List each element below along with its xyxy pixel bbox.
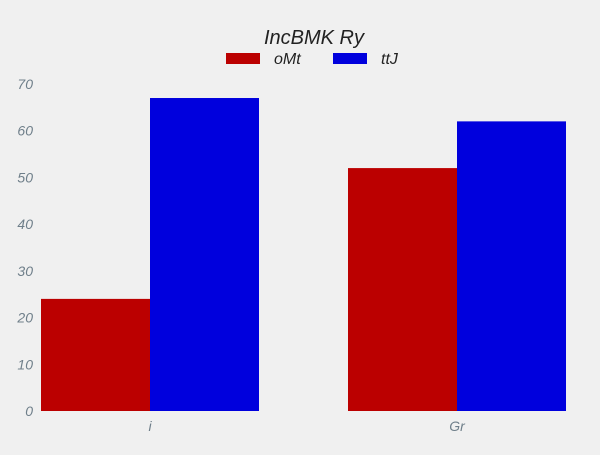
legend-swatch-omt: [226, 53, 260, 64]
y-tick-label: 20: [16, 310, 33, 326]
y-tick-label: 70: [17, 76, 33, 92]
x-tick-label: i: [148, 418, 152, 434]
legend-swatch-ttj: [333, 53, 367, 64]
bar-omt-i: [41, 298, 150, 411]
y-axis: 0 10 20 30 40 50 60 70: [16, 76, 33, 419]
y-tick-label: 60: [17, 123, 33, 139]
bar-omt-gr: [348, 168, 457, 411]
x-tick-label: Gr: [449, 418, 466, 434]
legend-label-ttj: ttJ: [381, 51, 399, 68]
legend: oMt ttJ: [226, 51, 399, 68]
bar-ttj-i: [150, 98, 259, 411]
bar-ttj-gr: [457, 121, 566, 411]
y-tick-label: 0: [25, 403, 33, 419]
bars: [41, 98, 566, 411]
y-tick-label: 30: [17, 263, 33, 279]
chart-title: IncBMK Ry: [264, 27, 365, 49]
y-tick-label: 40: [17, 216, 33, 232]
legend-label-omt: oMt: [274, 51, 301, 68]
y-tick-label: 10: [17, 356, 33, 372]
y-tick-label: 50: [17, 169, 33, 185]
x-axis: i Gr: [148, 418, 466, 434]
